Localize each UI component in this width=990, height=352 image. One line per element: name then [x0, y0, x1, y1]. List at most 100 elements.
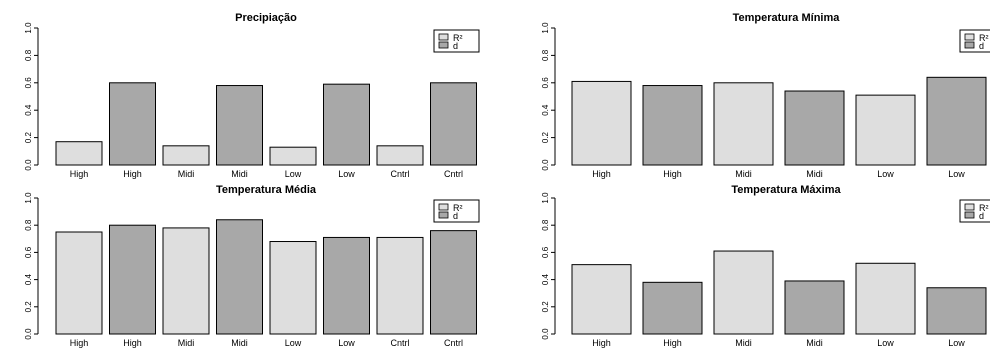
bar-d	[109, 82, 156, 166]
bar-d	[323, 236, 370, 335]
category-label: Midi	[178, 169, 195, 179]
y-tick-label: 0.0	[24, 328, 33, 340]
category-label: High	[70, 338, 89, 348]
category-label: Midi	[231, 338, 248, 348]
bar-r2	[713, 82, 774, 166]
chart-title: Temperatura Média	[216, 184, 317, 196]
bar-d	[430, 230, 477, 335]
legend-swatch-r2	[964, 203, 975, 211]
bar-d	[109, 224, 156, 335]
category-label: Cntrl	[444, 338, 463, 348]
chart-title: Temperatura Máxima	[731, 184, 841, 196]
legend-label-r2: R²	[453, 33, 463, 43]
bar-r2	[376, 145, 424, 166]
legend-swatch-r2	[964, 33, 975, 41]
legend-label-d: d	[453, 211, 458, 221]
category-label: High	[663, 338, 682, 348]
category-label: Midi	[231, 169, 248, 179]
legend-label-r2: R²	[979, 203, 989, 213]
category-label: Midi	[178, 338, 195, 348]
y-tick-label: 1.0	[24, 192, 33, 204]
category-label: Midi	[735, 169, 752, 179]
category-label: Low	[877, 338, 894, 348]
legend-swatch-r2	[438, 33, 449, 41]
bar-r2	[162, 227, 210, 335]
y-tick-label: 0.2	[541, 131, 550, 143]
chart-title: Temperatura Mínima	[733, 12, 841, 24]
legend-swatch-r2	[438, 203, 449, 211]
bar-r2	[55, 231, 103, 335]
category-label: Cntrl	[390, 169, 409, 179]
bar-r2	[571, 80, 632, 166]
y-tick-label: 0.2	[541, 301, 550, 313]
y-tick-label: 0.4	[541, 273, 550, 285]
bar-d	[216, 219, 263, 335]
y-tick-label: 0.6	[24, 77, 33, 89]
bar-r2	[55, 141, 103, 166]
legend-label-d: d	[453, 41, 458, 51]
category-label: Low	[285, 169, 302, 179]
bar-d	[216, 85, 263, 166]
category-label: High	[123, 338, 142, 348]
y-tick-label: 0.6	[541, 246, 550, 258]
y-tick-label: 1.0	[541, 192, 550, 204]
bar-d	[642, 85, 703, 166]
bar-r2	[162, 145, 210, 166]
bar-d	[784, 90, 845, 166]
legend-swatch-d	[964, 41, 975, 49]
legend-label-d: d	[979, 211, 984, 221]
category-label: Cntrl	[444, 169, 463, 179]
legend-label-r2: R²	[979, 33, 989, 43]
y-tick-label: 0.8	[541, 49, 550, 61]
bar-r2	[376, 236, 424, 335]
y-tick-label: 0.0	[541, 159, 550, 171]
category-label: Midi	[806, 169, 823, 179]
category-label: Low	[285, 338, 302, 348]
y-tick-label: 0.2	[24, 301, 33, 313]
category-label: Low	[948, 169, 965, 179]
y-tick-label: 1.0	[24, 22, 33, 34]
legend-swatch-d	[438, 41, 449, 49]
y-tick-label: 0.4	[24, 273, 33, 285]
legend-swatch-d	[964, 211, 975, 219]
category-label: Midi	[806, 338, 823, 348]
bar-r2	[855, 94, 916, 166]
y-tick-label: 0.0	[24, 159, 33, 171]
category-label: Low	[877, 169, 894, 179]
category-label: High	[592, 338, 611, 348]
bar-d	[323, 83, 370, 166]
category-label: High	[70, 169, 89, 179]
y-tick-label: 0.4	[541, 104, 550, 116]
y-tick-label: 0.8	[24, 49, 33, 61]
bar-d	[926, 287, 987, 335]
category-label: Cntrl	[390, 338, 409, 348]
legend-label-r2: R²	[453, 203, 463, 213]
category-label: Low	[948, 338, 965, 348]
y-tick-label: 0.0	[541, 328, 550, 340]
category-label: Midi	[735, 338, 752, 348]
category-label: High	[123, 169, 142, 179]
bar-d	[926, 76, 987, 166]
category-label: Low	[338, 338, 355, 348]
bar-r2	[269, 146, 317, 166]
category-label: High	[663, 169, 682, 179]
bar-r2	[855, 262, 916, 335]
y-tick-label: 0.8	[541, 219, 550, 231]
y-tick-label: 0.2	[24, 131, 33, 143]
bar-r2	[571, 264, 632, 335]
chart-title: Precipiação	[235, 12, 297, 24]
legend-swatch-d	[438, 211, 449, 219]
y-tick-label: 0.8	[24, 219, 33, 231]
y-tick-label: 1.0	[541, 22, 550, 34]
bar-r2	[713, 250, 774, 335]
y-tick-label: 0.4	[24, 104, 33, 116]
bar-d	[784, 280, 845, 335]
category-label: High	[592, 169, 611, 179]
bar-r2	[269, 241, 317, 335]
category-label: Low	[338, 169, 355, 179]
bar-d	[642, 281, 703, 335]
y-tick-label: 0.6	[24, 246, 33, 258]
y-tick-label: 0.6	[541, 77, 550, 89]
legend-label-d: d	[979, 41, 984, 51]
